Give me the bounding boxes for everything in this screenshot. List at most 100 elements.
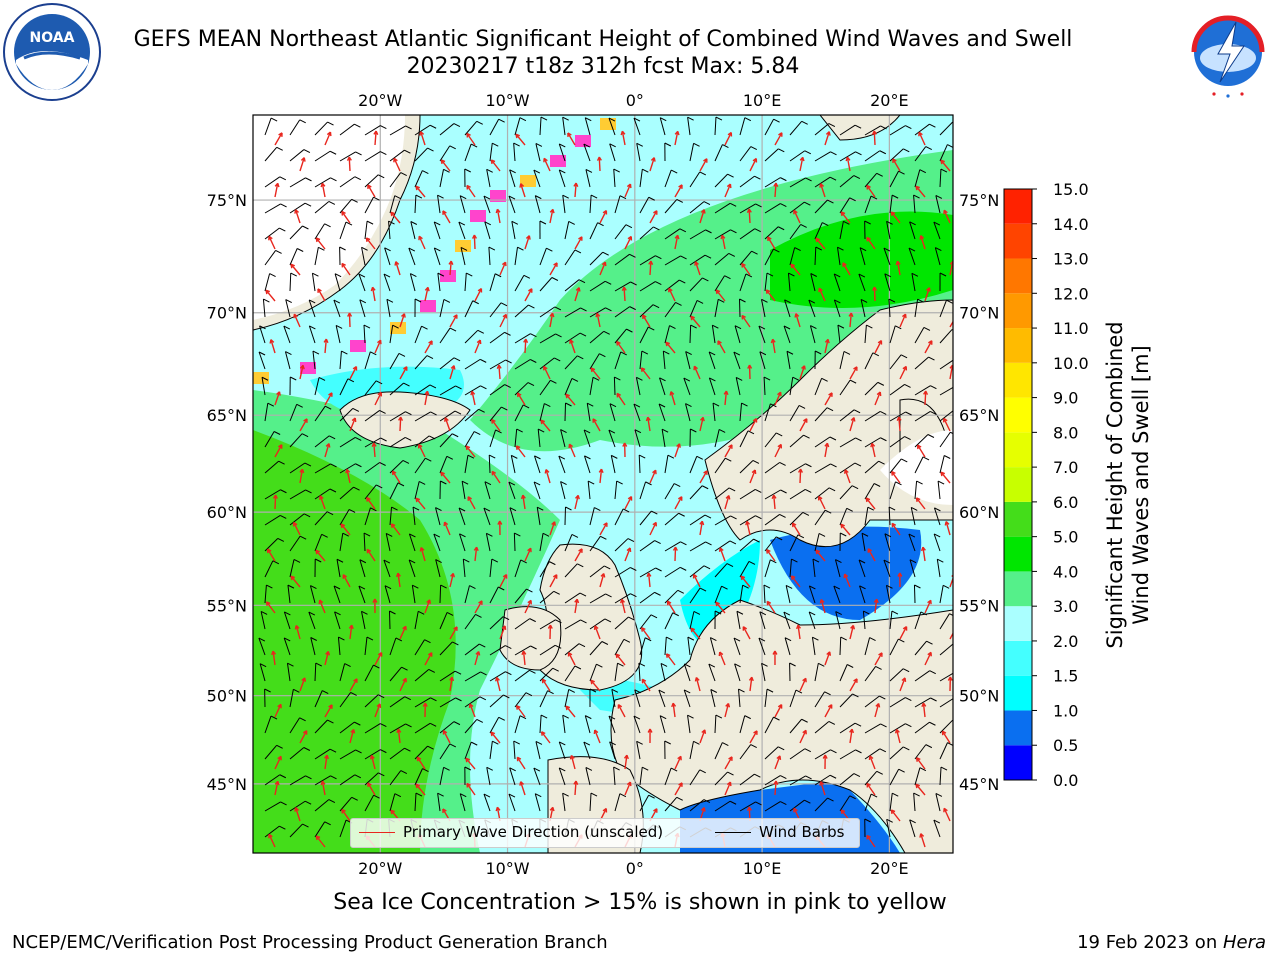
wave-arrow-head <box>449 676 455 682</box>
wave-arrow <box>517 392 526 406</box>
wind-barb-flag <box>426 355 434 360</box>
wind-barb <box>739 561 750 578</box>
wind-barb-flag <box>389 610 396 615</box>
wind-barb <box>314 377 320 396</box>
wind-barb-flag <box>590 194 598 199</box>
wind-barb-flag <box>744 715 751 720</box>
wind-barb <box>389 172 402 188</box>
wave-arrow-head <box>415 497 421 503</box>
wind-barb <box>608 117 616 136</box>
wave-arrow-head <box>766 600 772 606</box>
wave-arrow <box>274 781 279 796</box>
wind-barb-flag <box>379 409 386 414</box>
wave-arrow-head <box>678 184 683 189</box>
wind-barb <box>885 585 891 604</box>
wave-arrow <box>641 627 651 640</box>
wave-arrow-head <box>391 470 397 476</box>
wind-barb <box>814 246 817 266</box>
wind-barb <box>639 510 652 526</box>
wind-barb <box>689 171 701 188</box>
wind-barb <box>514 715 521 734</box>
wind-barb <box>714 487 730 500</box>
wave-arrow-head <box>491 419 496 424</box>
wind-barb <box>489 143 493 162</box>
wind-barb <box>589 593 606 604</box>
wind-barb-flag <box>669 325 676 330</box>
wind-barb-flag <box>554 357 561 362</box>
wave-arrow <box>274 183 279 198</box>
wave-arrow-head <box>645 416 651 422</box>
wave-arrow <box>721 235 726 250</box>
wind-barb-flag <box>884 273 892 278</box>
wind-barb <box>514 618 530 630</box>
wind-barb <box>264 744 278 760</box>
wave-arrow-head <box>615 653 621 659</box>
wind-barb <box>389 666 402 682</box>
wave-arrow-head <box>277 755 282 761</box>
wind-barb-flag <box>385 532 393 537</box>
wave-arrow-head <box>393 157 398 163</box>
wind-barb-flag <box>437 194 444 199</box>
wind-barb-flag <box>826 407 834 412</box>
wind-barb-flag <box>513 142 520 147</box>
wind-barb <box>489 645 506 656</box>
wind-barb <box>589 353 600 370</box>
wind-barb-flag <box>410 273 417 278</box>
wind-barb-flag <box>552 667 559 672</box>
wind-barb-flag <box>675 301 682 306</box>
wind-barb-flag <box>633 715 641 720</box>
wave-arrow-head <box>777 704 783 709</box>
wave-arrow-head <box>549 208 555 214</box>
wind-barb <box>483 195 491 214</box>
wind-barb <box>364 196 374 214</box>
wind-barb-flag <box>940 766 948 771</box>
wind-barb-flag <box>285 299 292 303</box>
wind-barb-flag <box>876 172 883 177</box>
wave-arrow <box>866 783 876 796</box>
wave-arrow <box>699 417 704 432</box>
sea-ice-cell <box>253 372 269 384</box>
wind-barb <box>464 273 467 292</box>
wind-barb-flag <box>299 119 306 124</box>
wind-barb <box>364 351 371 370</box>
wave-arrow <box>574 548 583 562</box>
wind-barb <box>514 588 527 604</box>
wind-barb <box>664 483 675 500</box>
wind-barb-flag <box>950 431 953 435</box>
wind-barb <box>339 221 347 240</box>
wave-arrow-head <box>671 702 677 708</box>
wind-barb-flag <box>533 169 541 174</box>
wind-barb <box>414 639 425 656</box>
wind-barb <box>809 325 816 344</box>
wave-arrow <box>774 755 781 770</box>
wave-arrow <box>399 678 407 692</box>
wave-arrow <box>746 521 751 536</box>
wind-barb <box>458 507 466 526</box>
wind-barb <box>889 746 904 760</box>
wave-arrow <box>374 392 382 406</box>
wave-arrow-head <box>501 625 507 630</box>
wind-barb-flag <box>604 618 612 623</box>
wind-barb <box>714 515 731 526</box>
wind-barb-flag <box>619 195 627 200</box>
wave-arrow <box>624 183 632 198</box>
wind-barb <box>289 149 305 162</box>
wind-barb <box>739 228 756 240</box>
wind-barb-flag <box>603 330 610 335</box>
wind-barb-flag <box>638 662 646 667</box>
wave-arrow <box>741 263 751 276</box>
wave-arrow <box>315 835 326 848</box>
wind-barb <box>389 637 397 656</box>
wind-barb-flag <box>460 793 467 798</box>
wind-barb-flag <box>475 613 482 618</box>
wind-barb-flag <box>636 376 643 381</box>
wind-barb <box>764 489 781 500</box>
wave-arrow <box>824 704 833 718</box>
wind-barb-flag <box>902 668 910 673</box>
wind-barb-flag <box>417 610 425 615</box>
wind-barb-flag <box>405 411 412 416</box>
wave-arrow-head <box>802 418 808 423</box>
wind-barb <box>839 351 845 370</box>
wind-barb-flag <box>704 514 712 519</box>
wind-barb <box>639 767 643 786</box>
